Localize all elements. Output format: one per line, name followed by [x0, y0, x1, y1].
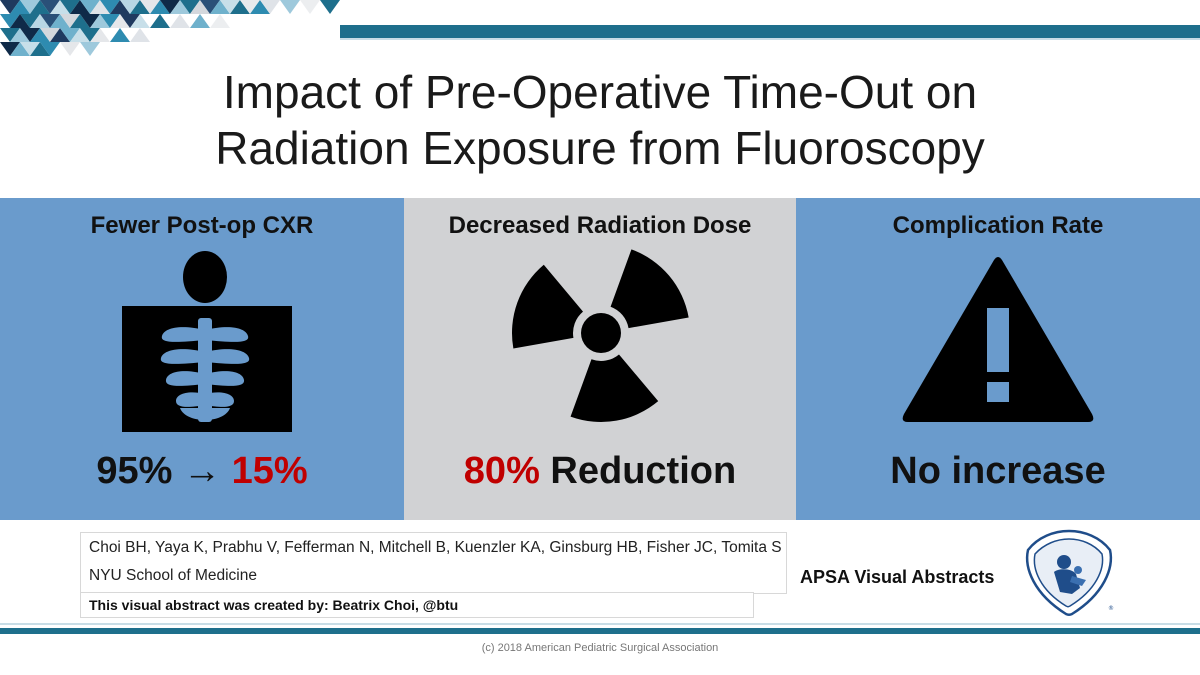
panel-stat: 95% → 15% [0, 450, 404, 493]
panel-post-op-cxr: Fewer Post-op CXR 95% → 15% [0, 198, 404, 520]
panel-stat: 80% Reduction [404, 450, 796, 493]
bottom-accent-bar [0, 628, 1200, 634]
credit-text: This visual abstract was created by: Bea… [89, 597, 459, 613]
apsa-logo-icon: ® [1025, 529, 1114, 616]
credit-box: This visual abstract was created by: Bea… [80, 592, 754, 618]
stat-text: Reduction [550, 450, 737, 492]
panel-heading: Complication Rate [892, 212, 1104, 239]
top-accent-bar [340, 25, 1200, 38]
title-line-1: Impact of Pre-Operative Time-Out on [222, 66, 978, 118]
page-title: Impact of Pre-Operative Time-Out on Radi… [0, 64, 1200, 176]
panel-heading: Fewer Post-op CXR [90, 212, 314, 239]
radiation-icon [511, 249, 689, 423]
arrow-icon: → [183, 450, 221, 492]
stat-before: 95% [96, 450, 173, 492]
panel-heading: Decreased Radiation Dose [448, 212, 752, 239]
bottom-accent-bar-thin [0, 623, 1200, 625]
authors-list: Choi BH, Yaya K, Prabhu V, Fefferman N, … [89, 539, 782, 556]
svg-text:®: ® [1108, 605, 1114, 612]
stat-after: 15% [231, 450, 308, 492]
stat-highlight: 80% [463, 450, 540, 492]
reference-box: Choi BH, Yaya K, Prabhu V, Fefferman N, … [80, 532, 787, 594]
stat-text: No increase [890, 450, 1106, 492]
top-accent-bar-thin [340, 38, 1200, 40]
panel-radiation-dose: Decreased Radiation Dose 80% Reduction [404, 198, 796, 520]
institution: NYU School of Medicine [89, 567, 257, 584]
title-line-2: Radiation Exposure from Fluoroscopy [215, 122, 985, 174]
chest-xray-icon [122, 251, 292, 432]
decorative-triangle-pattern [0, 0, 340, 56]
panel-stat: No increase [796, 450, 1200, 493]
panel-complication-rate: Complication Rate No increase [796, 198, 1200, 520]
copyright-text: (c) 2018 American Pediatric Surgical Ass… [481, 642, 719, 654]
warning-icon [902, 257, 1094, 422]
apsa-label: APSA Visual Abstracts [800, 567, 995, 587]
